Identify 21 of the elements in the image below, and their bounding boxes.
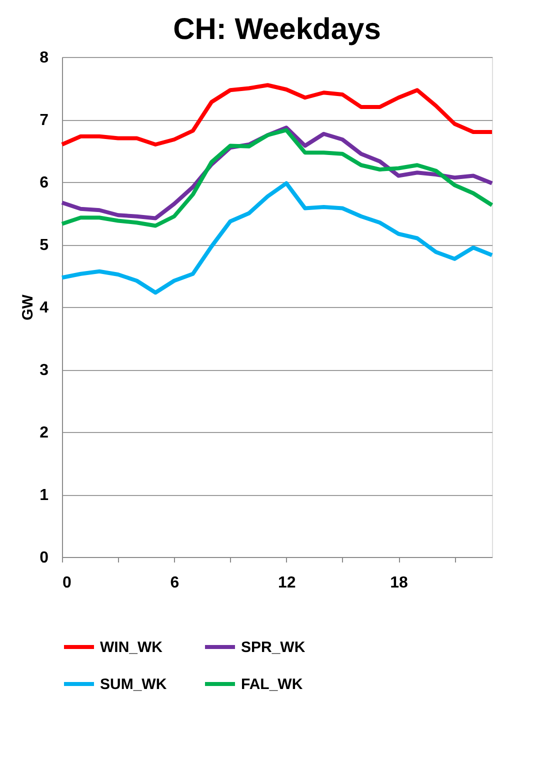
legend-label: FAL_WK [241, 676, 303, 693]
y-tick-label: 4 [40, 300, 49, 316]
x-tick-label: 0 [62, 574, 72, 592]
y-tick-label: 5 [40, 237, 49, 254]
x-tick-label: 12 [278, 574, 296, 592]
legend-label: SPR_WK [241, 639, 306, 656]
line-series [60, 181, 494, 295]
legend-label: WIN_WK [100, 639, 163, 656]
y-axis-title: GW [20, 294, 37, 320]
y-tick-label: 6 [40, 174, 49, 192]
y-tick-label: 2 [40, 424, 49, 442]
y-tick-label: 3 [40, 362, 49, 379]
y-tick-label: 7 [40, 112, 49, 129]
line-series [60, 83, 494, 146]
legend-label: SUM_WK [100, 676, 167, 693]
x-tick-label: 18 [390, 574, 408, 592]
y-tick-label: 0 [40, 550, 49, 566]
chart-title: CH: Weekdays [173, 13, 381, 46]
x-tick-label: 6 [170, 574, 180, 592]
y-tick-label: 8 [40, 50, 49, 66]
y-tick-label: 1 [40, 487, 49, 504]
